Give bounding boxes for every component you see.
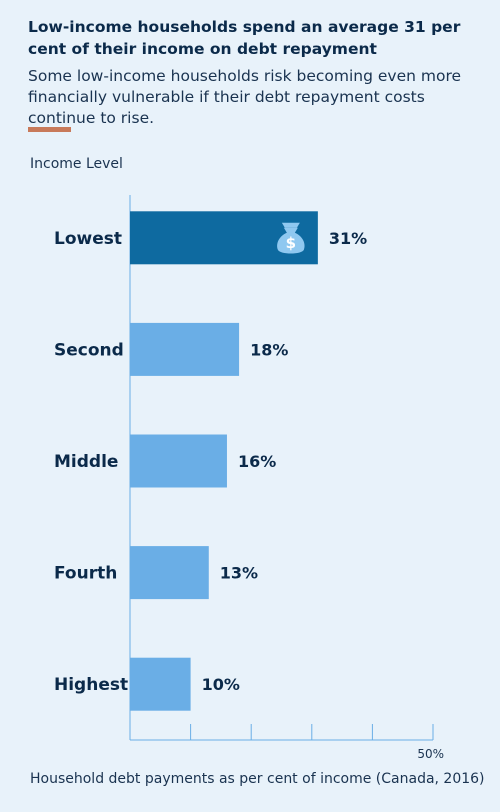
category-label: Middle	[54, 452, 118, 472]
accent-rule	[28, 127, 71, 132]
category-label: Fourth	[54, 564, 117, 584]
value-label: 13%	[220, 564, 258, 583]
value-label: 18%	[250, 340, 288, 359]
y-axis-caption: Income Level	[30, 156, 123, 172]
bar	[130, 657, 191, 711]
chart-subtitle: Some low-income households risk becoming…	[28, 67, 462, 127]
value-label: 31%	[329, 229, 367, 248]
bar	[130, 546, 209, 600]
x-axis-label: Household debt payments as per cent of i…	[30, 771, 485, 787]
category-label: Second	[54, 340, 124, 360]
chart-title: Low-income households spend an average 3…	[28, 18, 461, 58]
bar	[130, 322, 240, 376]
value-label: 10%	[202, 675, 240, 694]
x-tick-label: 50%	[417, 747, 444, 761]
category-label: Lowest	[54, 229, 122, 249]
bar	[130, 434, 227, 488]
svg-text:$: $	[286, 234, 296, 252]
money-bag-icon: $	[277, 222, 305, 254]
value-label: 16%	[238, 452, 276, 471]
category-label: Highest	[54, 675, 128, 695]
